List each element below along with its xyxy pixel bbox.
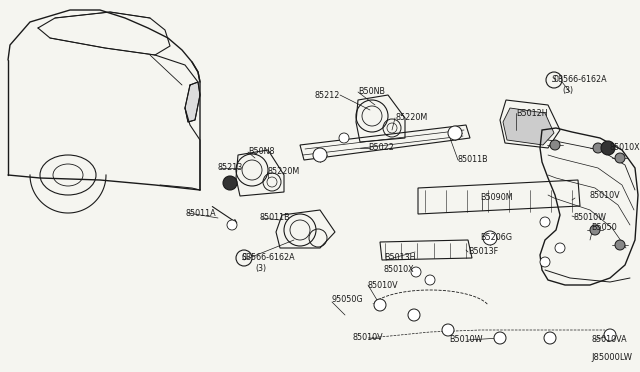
Text: B5206G: B5206G <box>480 234 512 243</box>
Ellipse shape <box>540 257 550 267</box>
Ellipse shape <box>313 148 327 162</box>
Ellipse shape <box>615 240 625 250</box>
Text: 85011B: 85011B <box>260 214 291 222</box>
Polygon shape <box>503 108 554 145</box>
Text: 85220M: 85220M <box>395 113 428 122</box>
Ellipse shape <box>615 153 625 163</box>
Ellipse shape <box>425 275 435 285</box>
Text: 85011A: 85011A <box>186 208 216 218</box>
Text: (3): (3) <box>562 86 573 94</box>
Text: 85010V: 85010V <box>590 190 621 199</box>
Text: 85011B: 85011B <box>458 155 488 164</box>
Ellipse shape <box>408 309 420 321</box>
Text: 85212: 85212 <box>315 90 340 99</box>
Ellipse shape <box>550 140 560 150</box>
Ellipse shape <box>540 217 550 227</box>
Text: 85010W: 85010W <box>573 212 606 221</box>
Text: B5012H: B5012H <box>516 109 548 118</box>
Ellipse shape <box>448 126 462 140</box>
Text: 85010V: 85010V <box>353 334 383 343</box>
Text: B5022: B5022 <box>368 144 394 153</box>
Text: B5013F: B5013F <box>468 247 498 257</box>
Text: B50NB: B50NB <box>358 87 385 96</box>
Text: B5013H: B5013H <box>384 253 415 263</box>
Ellipse shape <box>411 267 421 277</box>
Text: B50N8: B50N8 <box>248 148 275 157</box>
Text: S: S <box>241 253 246 263</box>
Text: 85010VA: 85010VA <box>592 336 628 344</box>
Polygon shape <box>185 82 200 122</box>
Text: 85220M: 85220M <box>268 167 300 176</box>
Ellipse shape <box>590 225 600 235</box>
Text: (3): (3) <box>255 263 266 273</box>
Ellipse shape <box>601 141 615 155</box>
Ellipse shape <box>555 243 565 253</box>
Ellipse shape <box>227 220 237 230</box>
Text: J85000LW: J85000LW <box>591 353 632 362</box>
Ellipse shape <box>544 332 556 344</box>
Text: S: S <box>552 76 556 84</box>
Text: B5010W: B5010W <box>449 336 483 344</box>
Text: B5090M: B5090M <box>480 193 513 202</box>
Ellipse shape <box>223 176 237 190</box>
Ellipse shape <box>442 324 454 336</box>
Text: 85213: 85213 <box>218 164 243 173</box>
Ellipse shape <box>374 299 386 311</box>
Ellipse shape <box>339 133 349 143</box>
Ellipse shape <box>483 231 497 245</box>
Text: 85010X: 85010X <box>384 266 415 275</box>
Text: 85010V: 85010V <box>368 280 399 289</box>
Text: 08566-6162A: 08566-6162A <box>242 253 296 263</box>
Text: B5050: B5050 <box>591 224 617 232</box>
Ellipse shape <box>604 329 616 341</box>
Text: 08566-6162A: 08566-6162A <box>554 76 607 84</box>
Ellipse shape <box>593 143 603 153</box>
Ellipse shape <box>494 332 506 344</box>
Text: 95050G: 95050G <box>332 295 364 305</box>
Text: 85010X: 85010X <box>610 144 640 153</box>
